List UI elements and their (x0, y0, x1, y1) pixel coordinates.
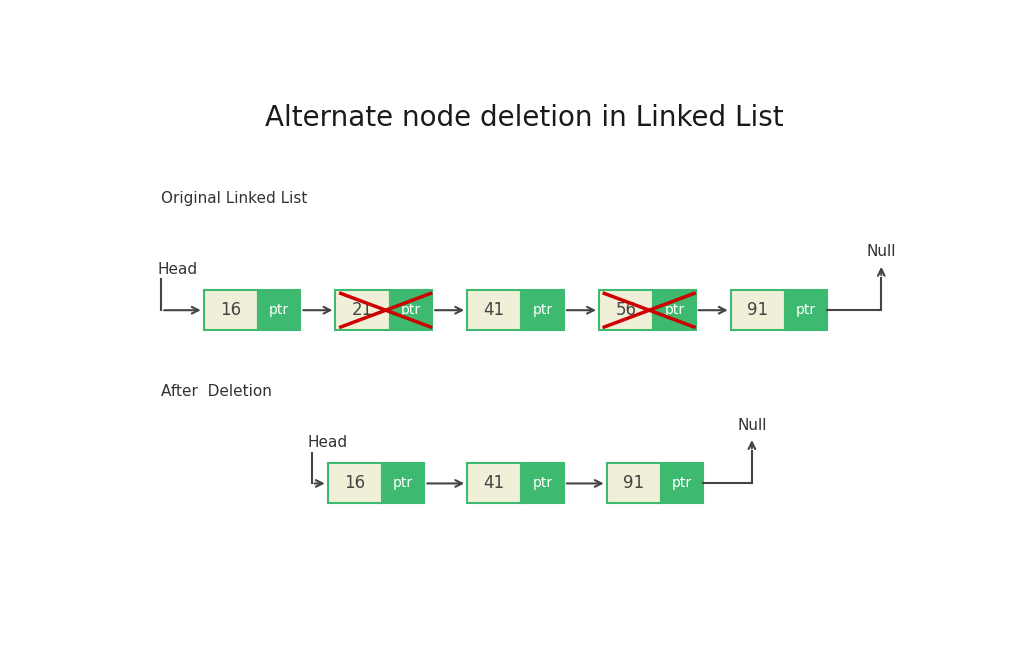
Bar (599, 290, 653, 330)
Text: 41: 41 (483, 475, 505, 492)
Text: ptr: ptr (796, 303, 816, 317)
Text: 16: 16 (220, 301, 242, 319)
Text: ptr: ptr (665, 303, 684, 317)
Text: Head: Head (308, 436, 348, 450)
Bar (382, 463, 424, 504)
Text: Alternate node deletion in Linked List: Alternate node deletion in Linked List (265, 104, 784, 132)
Bar (521, 463, 564, 504)
Bar (258, 290, 300, 330)
Bar (730, 290, 784, 330)
Text: ptr: ptr (269, 303, 289, 317)
Text: Null: Null (866, 244, 896, 259)
Text: 91: 91 (748, 301, 768, 319)
Bar (389, 290, 432, 330)
Bar (521, 290, 564, 330)
Bar (784, 290, 827, 330)
Bar (328, 463, 382, 504)
Text: ptr: ptr (532, 477, 553, 490)
Bar (653, 290, 695, 330)
Text: 16: 16 (344, 475, 366, 492)
Text: 41: 41 (483, 301, 505, 319)
Text: Original Linked List: Original Linked List (161, 191, 307, 206)
Text: 56: 56 (615, 301, 637, 319)
Text: 21: 21 (352, 301, 373, 319)
Text: ptr: ptr (400, 303, 421, 317)
Bar (467, 290, 521, 330)
Bar (335, 290, 389, 330)
Text: Head: Head (158, 262, 198, 277)
Text: Null: Null (737, 418, 767, 433)
Bar (606, 463, 660, 504)
Bar (660, 463, 703, 504)
Bar (467, 463, 521, 504)
Text: ptr: ptr (672, 477, 692, 490)
Text: ptr: ptr (393, 477, 414, 490)
Text: After  Deletion: After Deletion (161, 383, 271, 399)
Text: ptr: ptr (532, 303, 553, 317)
Bar (204, 290, 258, 330)
Text: 91: 91 (624, 475, 644, 492)
